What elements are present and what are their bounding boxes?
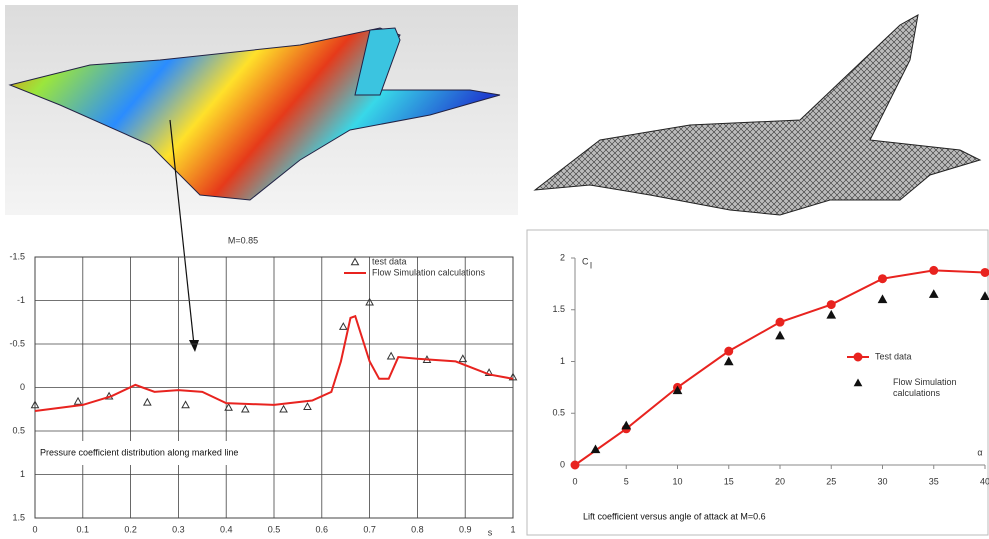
x-tick-label: 0.3 <box>172 524 185 534</box>
cfd-image <box>5 5 518 352</box>
y-axis-label: C <box>582 256 589 266</box>
x-tick-label: 5 <box>624 476 629 486</box>
series-line <box>575 270 985 465</box>
marker <box>571 461 579 469</box>
x-tick-label: 0.5 <box>268 524 281 534</box>
x-tick-label: 0 <box>32 524 37 534</box>
y-tick-label: -1.5 <box>9 251 25 261</box>
legend-marker <box>854 353 862 361</box>
marker <box>827 301 835 309</box>
x-tick-label: 30 <box>877 476 887 486</box>
y-tick-label: 1.5 <box>12 512 25 522</box>
chart-title: M=0.85 <box>228 235 258 245</box>
legend-marker <box>855 380 862 386</box>
y-tick-label: 0 <box>560 459 565 469</box>
marker <box>930 266 938 274</box>
x-tick-label: 15 <box>724 476 734 486</box>
marker <box>144 399 151 405</box>
y-tick-label: 1 <box>560 356 565 366</box>
marker <box>75 398 82 404</box>
x-tick-label: 0.6 <box>316 524 329 534</box>
annotation: Pressure coefficient distribution along … <box>40 447 238 457</box>
marker <box>725 358 733 365</box>
x-tick-label: 10 <box>672 476 682 486</box>
y-tick-label: -0.5 <box>9 338 25 348</box>
y-tick-label: 2 <box>560 252 565 262</box>
marker <box>776 318 784 326</box>
legend-marker <box>352 259 359 265</box>
legend-swatch <box>855 380 862 386</box>
mesh-image <box>535 15 980 215</box>
x-tick-label: 0.7 <box>363 524 376 534</box>
marker <box>242 406 249 412</box>
x-tick-label: 40 <box>980 476 989 486</box>
x-tick-label: 0.2 <box>124 524 137 534</box>
marker <box>879 275 887 283</box>
x-axis-label: s <box>488 527 493 537</box>
x-tick-label: 35 <box>929 476 939 486</box>
x-tick-label: 0.1 <box>77 524 90 534</box>
legend-label: test data <box>372 256 407 266</box>
marker <box>981 268 989 276</box>
marker <box>340 323 347 329</box>
x-tick-label: 25 <box>826 476 836 486</box>
marker <box>388 353 395 359</box>
marker <box>879 295 887 302</box>
marker <box>182 401 189 407</box>
legend-label: Flow Simulation calculations <box>372 267 486 277</box>
x-tick-label: 0.9 <box>459 524 472 534</box>
y-tick-label: 1 <box>20 469 25 479</box>
chart: 0 0.1 0.2 0.3 0.4 0.5 0.6 0.7 0.8 0.9 1 -1.5 -1 -0.5 0… <box>0 0 989 539</box>
y-tick-label: -1 <box>17 295 25 305</box>
marker <box>930 290 938 297</box>
marker <box>725 347 733 355</box>
marker <box>827 311 835 318</box>
x-tick-label: 0 <box>572 476 577 486</box>
x-axis-label: α <box>977 447 982 457</box>
legend-swatch <box>854 353 862 361</box>
page: 0 0.1 0.2 0.3 0.4 0.5 0.6 0.7 0.8 0.9 1 -1.5 -1 -0.5 0… <box>0 0 989 539</box>
x-tick-label: 0.8 <box>411 524 424 534</box>
y-tick-label: 0.5 <box>12 425 25 435</box>
marker <box>776 332 784 339</box>
legend-swatch <box>352 259 359 265</box>
legend-label: Test data <box>875 351 912 361</box>
x-tick-label: 20 <box>775 476 785 486</box>
y-tick-label: 0.5 <box>552 408 565 418</box>
annotation: Lift coefficient versus angle of attack … <box>583 511 766 521</box>
x-tick-label: 1 <box>510 524 515 534</box>
marker <box>280 406 287 412</box>
y-axis-label-sub: l <box>590 260 592 270</box>
legend-label: Flow Simulation calculations <box>893 377 973 399</box>
y-tick-label: 1.5 <box>552 304 565 314</box>
marker <box>304 403 311 409</box>
y-tick-label: 0 <box>20 382 25 392</box>
x-tick-label: 0.4 <box>220 524 233 534</box>
